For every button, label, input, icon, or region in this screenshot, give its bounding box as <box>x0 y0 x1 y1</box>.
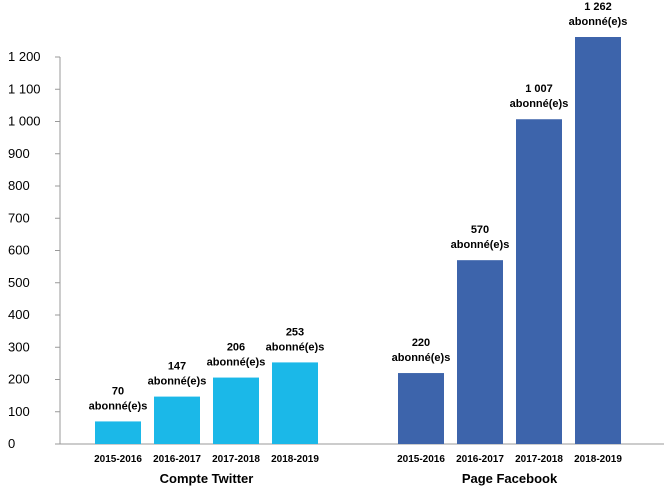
bar <box>516 119 562 445</box>
data-label-unit: abonné(e)s <box>207 357 266 369</box>
x-category-label: 2018-2019 <box>574 454 622 465</box>
data-label-unit: abonné(e)s <box>569 16 628 28</box>
y-tick-label: 800 <box>8 178 30 193</box>
y-tick-label: 1 000 <box>8 114 41 129</box>
data-label-unit: abonné(e)s <box>510 98 569 110</box>
y-tick-label: 300 <box>8 339 30 354</box>
data-label-value: 147 <box>168 361 186 373</box>
data-label-unit: abonné(e)s <box>148 376 207 388</box>
data-label-value: 1 262 <box>584 1 612 13</box>
data-label-value: 253 <box>286 326 304 338</box>
y-tick-label: 200 <box>8 372 30 387</box>
group-labels: Compte Twitter Page Facebook <box>160 471 558 486</box>
y-tick-label: 100 <box>8 404 30 419</box>
bar <box>272 362 318 444</box>
bar <box>457 260 503 444</box>
x-category-label: 2016-2017 <box>153 454 201 465</box>
x-category-label: 2015-2016 <box>94 454 142 465</box>
y-axis-ticks: 0 100 200 300 400 500 600 700 800 900 1 000 1 100 1 … <box>8 49 60 451</box>
x-axis-categories: 2015-2016 2016-2017 2017-2018 2018-2019 2015… <box>94 454 622 465</box>
data-label-unit: abonné(e)s <box>392 352 451 364</box>
bar <box>95 421 141 444</box>
y-tick-label: 0 <box>8 436 15 451</box>
x-category-label: 2016-2017 <box>456 454 504 465</box>
bar <box>575 37 621 444</box>
y-tick-label: 500 <box>8 275 30 290</box>
data-label-unit: abonné(e)s <box>266 341 325 353</box>
data-label-value: 1 007 <box>525 83 553 95</box>
data-labels: 70 abonné(e)s 147 abonné(e)s 206 abonné(e)s 25… <box>89 1 628 412</box>
data-label-unit: abonné(e)s <box>451 239 510 251</box>
y-tick-label: 1 100 <box>8 81 41 96</box>
y-tick-label: 400 <box>8 307 30 322</box>
x-category-label: 2017-2018 <box>515 454 563 465</box>
x-category-label: 2015-2016 <box>397 454 445 465</box>
data-label-value: 220 <box>412 337 430 349</box>
y-tick-label: 900 <box>8 146 30 161</box>
x-category-label: 2018-2019 <box>271 454 319 465</box>
group-label: Page Facebook <box>462 471 558 486</box>
group-label: Compte Twitter <box>160 471 254 486</box>
y-tick-label: 700 <box>8 210 30 225</box>
bars <box>95 37 621 445</box>
x-category-label: 2017-2018 <box>212 454 260 465</box>
bar <box>154 396 200 444</box>
data-label-value: 206 <box>227 342 245 354</box>
y-tick-label: 1 200 <box>8 49 41 64</box>
y-tick-label: 600 <box>8 243 30 258</box>
bar <box>213 377 259 444</box>
data-label-value: 70 <box>112 385 124 397</box>
data-label-value: 570 <box>471 224 489 236</box>
bar <box>398 373 444 444</box>
data-label-unit: abonné(e)s <box>89 400 148 412</box>
